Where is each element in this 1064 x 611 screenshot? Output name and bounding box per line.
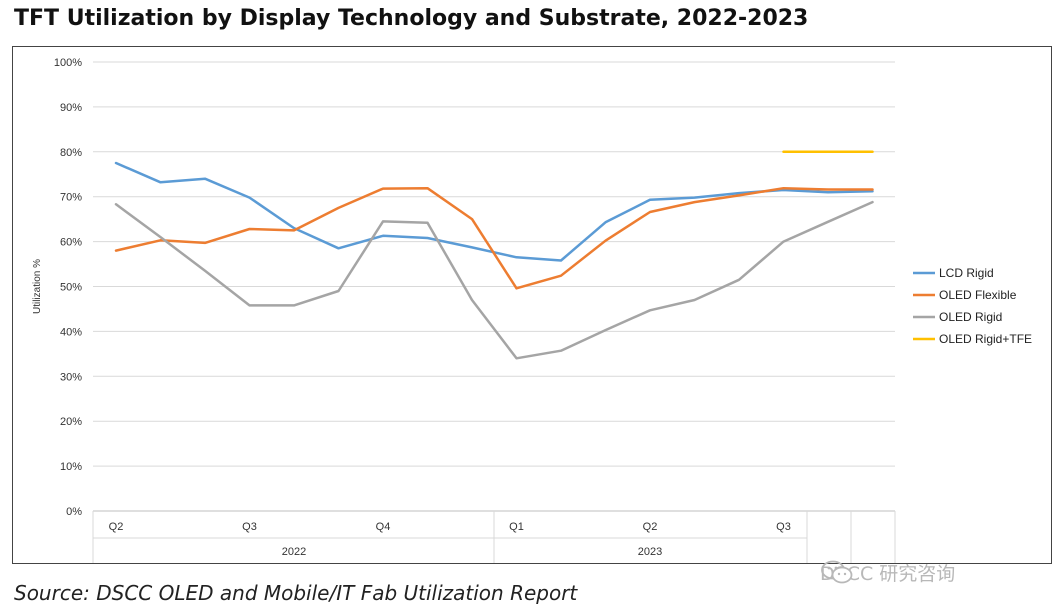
watermark: DSCC 研究咨询: [820, 559, 955, 586]
y-tick-label: 90%: [60, 102, 82, 114]
chart-title: TFT Utilization by Display Technology an…: [14, 6, 809, 31]
series-line: [114, 200, 874, 360]
y-tick-label: 50%: [60, 282, 82, 294]
y-axis-label: Utilization %: [32, 259, 43, 314]
series-line: [114, 161, 874, 262]
series-line: [114, 186, 874, 290]
legend-label: OLED Rigid: [939, 310, 1002, 324]
x-group-label: 2022: [282, 546, 306, 558]
x-tick-label: Q3: [776, 521, 791, 533]
x-tick-label: Q1: [509, 521, 524, 533]
legend-label: LCD Rigid: [939, 266, 994, 280]
x-tick-label: Q4: [376, 521, 391, 533]
y-tick-label: 10%: [60, 461, 82, 473]
gridlines: [93, 61, 895, 512]
x-tick-label: Q2: [643, 521, 658, 533]
y-tick-label: 60%: [60, 237, 82, 249]
wechat-icon: [821, 560, 853, 584]
x-group-label: 2023: [638, 546, 662, 558]
y-tick-label: 100%: [54, 57, 82, 69]
chart-frame: [12, 46, 1052, 564]
watermark-text: DSCC 研究咨询: [820, 563, 956, 585]
y-tick-label: 40%: [60, 326, 82, 338]
x-tick-label: Q2: [109, 521, 124, 533]
legend-label: OLED Flexible: [939, 288, 1017, 302]
y-tick-label: 80%: [60, 147, 82, 159]
source-note: Source: DSCC OLED and Mobile/IT Fab Util…: [14, 581, 578, 605]
legend-label: OLED Rigid+TFE: [939, 332, 1032, 346]
series-lines: [114, 150, 874, 360]
y-tick-label: 20%: [60, 416, 82, 428]
y-axis: 0% 10% 20% 30% 40% 50% 60% 70% 80% 90% 100%: [54, 57, 82, 518]
x-tick-label: Q3: [242, 521, 257, 533]
line-chart: 0% 10% 20% 30% 40% 50% 60% 70% 80% 90% 100% Utiliz…: [32, 57, 1032, 563]
x-axis: Q2 Q3 Q4 Q1 Q2 Q3 2022 2023: [92, 510, 896, 563]
y-tick-label: 30%: [60, 371, 82, 383]
legend: LCD Rigid OLED Flexible OLED Rigid OLED Rig…: [913, 266, 1032, 346]
y-tick-label: 0%: [66, 506, 82, 518]
y-tick-label: 70%: [60, 192, 82, 204]
